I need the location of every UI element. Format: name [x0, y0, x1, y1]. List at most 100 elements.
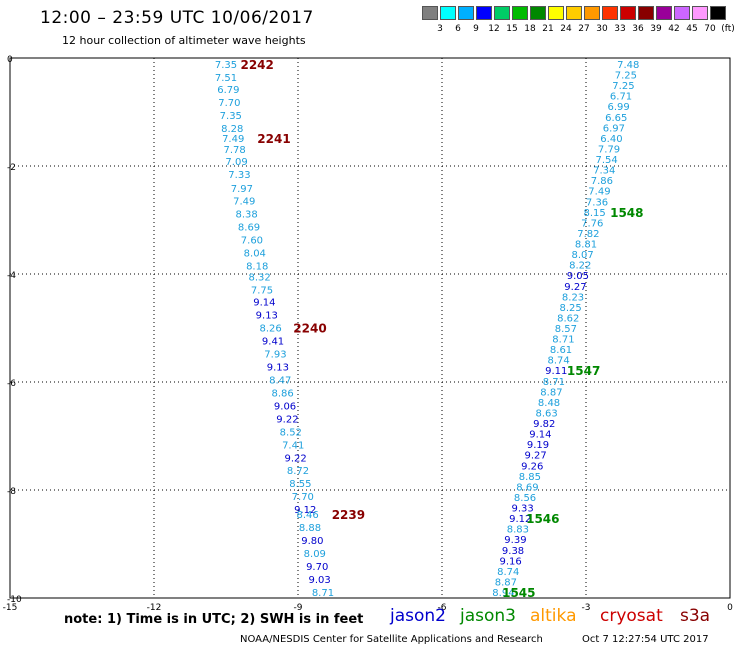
- wave-height-value: 7.35: [215, 60, 237, 71]
- legend-item-altika: altika: [530, 606, 577, 626]
- wave-height-value: 8.71: [312, 588, 334, 599]
- color-scale-label: 24: [560, 24, 572, 34]
- color-swatch: [620, 6, 636, 20]
- wave-height-value: 7.49: [233, 197, 255, 208]
- pass-time-label: 1547: [567, 364, 600, 378]
- wave-height-value: 9.03: [308, 575, 330, 586]
- wave-height-value: 8.32: [248, 273, 270, 284]
- pass-time-label: 1546: [526, 512, 559, 526]
- wave-height-value: 8.85: [519, 472, 541, 483]
- wave-height-value: 9.26: [521, 461, 543, 472]
- color-scale-label: 18: [524, 24, 536, 34]
- wave-height-value: 8.47: [269, 375, 291, 386]
- wave-height-value: 8.61: [550, 345, 572, 356]
- wave-height-value: 9.38: [502, 546, 524, 557]
- color-swatch: [512, 6, 528, 20]
- color-swatch: [692, 6, 708, 20]
- wave-height-value: 7.35: [220, 111, 242, 122]
- wave-height-value: 9.12: [509, 514, 531, 525]
- wave-height-value: 8.25: [560, 303, 582, 314]
- wave-height-value: 9.27: [564, 282, 586, 293]
- wave-height-value: 8.23: [562, 292, 584, 303]
- wave-height-value: 9.14: [253, 298, 275, 309]
- wave-height-value: 8.62: [557, 313, 579, 324]
- page-subtitle: 12 hour collection of altimeter wave hei…: [62, 34, 306, 47]
- wave-height-value: 8.09: [304, 549, 326, 560]
- wave-height-value: 9.70: [306, 562, 328, 573]
- wave-height-value: 7.70: [292, 492, 314, 503]
- color-scale-label: 42: [668, 24, 680, 34]
- wave-height-value: 8.28: [221, 124, 243, 135]
- wave-height-value: 8.18: [246, 262, 268, 273]
- wave-height-value: 8.69: [516, 482, 538, 493]
- y-tick-label: -6: [7, 379, 16, 389]
- pass-time-label: 2241: [257, 132, 290, 146]
- wave-height-value: 8.72: [287, 466, 309, 477]
- color-swatch: [440, 6, 456, 20]
- color-swatch: [494, 6, 510, 20]
- wave-height-value: 6.71: [610, 92, 632, 103]
- color-scale-label: 6: [455, 24, 461, 34]
- x-tick-label: -9: [294, 603, 303, 613]
- x-tick-label: -15: [3, 603, 18, 613]
- color-swatch: [530, 6, 546, 20]
- y-tick-label: -8: [7, 487, 16, 497]
- wave-height-value: 7.33: [228, 170, 250, 181]
- color-scale-label: 33: [614, 24, 626, 34]
- wave-height-value: 8.56: [514, 493, 536, 504]
- color-scale-label: 36: [632, 24, 644, 34]
- wave-height-value: 7.75: [251, 286, 273, 297]
- color-swatch: [476, 6, 492, 20]
- y-tick-label: 0: [7, 55, 13, 65]
- wave-height-value: 7.93: [264, 349, 286, 360]
- wave-height-value: 7.86: [591, 176, 613, 187]
- color-swatch: [602, 6, 618, 20]
- wave-height-value: 8.94: [492, 588, 514, 599]
- color-swatch: [638, 6, 654, 20]
- wave-height-value: 8.46: [296, 510, 318, 521]
- wave-height-value: 8.07: [572, 250, 594, 261]
- wave-height-value: 8.26: [260, 324, 282, 335]
- wave-height-value: 9.39: [504, 535, 526, 546]
- wave-height-value: 8.57: [555, 324, 577, 335]
- y-tick-label: -2: [7, 163, 16, 173]
- wave-height-value: 7.78: [224, 145, 246, 156]
- color-swatch: [674, 6, 690, 20]
- wave-height-value: 9.06: [274, 401, 296, 412]
- wave-height-value: 7.54: [596, 155, 618, 166]
- wave-height-value: 6.97: [603, 123, 625, 134]
- wave-height-value: 7.09: [225, 157, 247, 168]
- legend-item-jason2: jason2: [390, 606, 446, 626]
- plot-frame: [9, 57, 731, 599]
- wave-height-value: 8.74: [548, 356, 570, 367]
- wave-height-value: 7.41: [282, 440, 304, 451]
- wave-height-value: 9.19: [527, 440, 549, 451]
- color-scale-label: 12: [488, 24, 500, 34]
- wave-height-value: 7.82: [577, 229, 599, 240]
- legend-item-cryosat: cryosat: [600, 606, 663, 626]
- wave-height-value: 6.65: [605, 113, 627, 124]
- wave-height-value: 9.13: [256, 311, 278, 322]
- wave-height-value: 7.34: [593, 166, 615, 177]
- wave-height-value: 9.80: [301, 536, 323, 547]
- x-tick-label: -6: [438, 603, 447, 613]
- wave-height-value: 8.69: [238, 223, 260, 234]
- wave-height-value: 9.33: [512, 504, 534, 515]
- pass-time-label: 2239: [332, 508, 365, 522]
- color-swatch: [584, 6, 600, 20]
- wave-height-value: 8.83: [507, 525, 529, 536]
- x-tick-label: -3: [582, 603, 591, 613]
- wave-height-value: 9.12: [294, 505, 316, 516]
- pass-time-label: 1548: [610, 206, 643, 220]
- wave-height-value: 6.79: [217, 85, 239, 96]
- legend-item-jason3: jason3: [460, 606, 516, 626]
- color-swatch: [458, 6, 474, 20]
- wave-height-value: 7.60: [241, 236, 263, 247]
- wave-height-value: 9.11: [545, 366, 567, 377]
- x-tick-label: -12: [147, 603, 162, 613]
- wave-height-value: 9.05: [567, 271, 589, 282]
- wave-height-value: 7.49: [222, 134, 244, 145]
- wave-height-value: 8.04: [244, 249, 266, 260]
- wave-height-value: 7.25: [612, 81, 634, 92]
